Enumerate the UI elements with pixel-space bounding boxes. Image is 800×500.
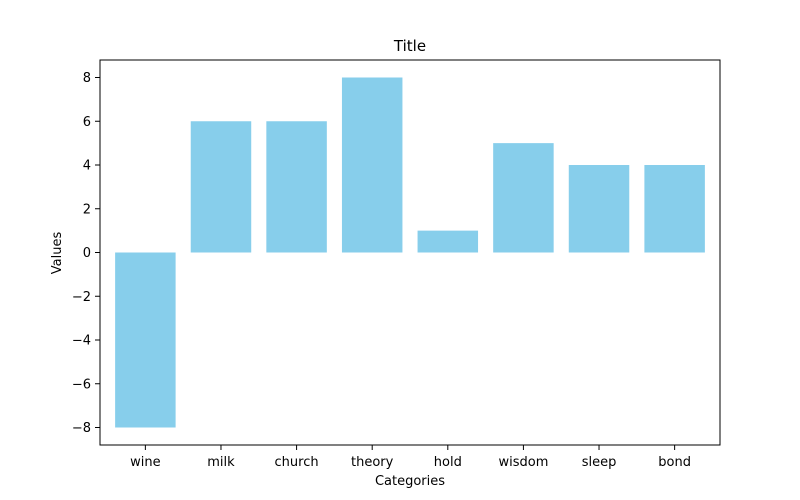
x-tick-label: wisdom — [498, 455, 548, 470]
bar-wine — [115, 252, 176, 428]
y-ticks-group: −8 −6 −4 −2 0 2 4 6 8 — [72, 71, 100, 436]
bar-sleep — [568, 165, 630, 253]
x-tick-label: sleep — [582, 455, 617, 470]
y-tick-label: −2 — [72, 290, 91, 305]
x-ticks-group: wine milk church theory hold wisdom sleep bond — [130, 445, 691, 470]
y-tick-label: 4 — [83, 159, 91, 174]
y-tick-label: −4 — [72, 334, 91, 349]
bars-group — [115, 77, 705, 428]
x-tick-label: milk — [207, 455, 235, 470]
x-tick-label: wine — [130, 455, 160, 470]
chart-title: Title — [393, 37, 426, 55]
y-tick-label: 8 — [83, 71, 91, 86]
y-tick-label: −6 — [72, 377, 91, 392]
x-tick-label: church — [275, 455, 319, 470]
y-tick-label: 2 — [83, 202, 91, 217]
bar-theory — [341, 77, 403, 253]
y-tick-label: 6 — [83, 115, 91, 130]
plot-frame — [99, 59, 721, 446]
bar-bond — [644, 165, 705, 253]
bar-milk — [190, 121, 252, 253]
x-axis-label: Categories — [375, 474, 445, 489]
bar-church — [266, 121, 327, 253]
bar-wisdom — [493, 143, 554, 253]
y-tick-label: −8 — [72, 421, 91, 436]
y-tick-label: 0 — [83, 246, 91, 261]
bar-hold — [417, 230, 479, 253]
x-tick-label: theory — [351, 455, 394, 470]
x-tick-label: hold — [434, 455, 462, 470]
x-tick-label: bond — [658, 455, 691, 470]
y-axis-label: Values — [50, 232, 65, 275]
